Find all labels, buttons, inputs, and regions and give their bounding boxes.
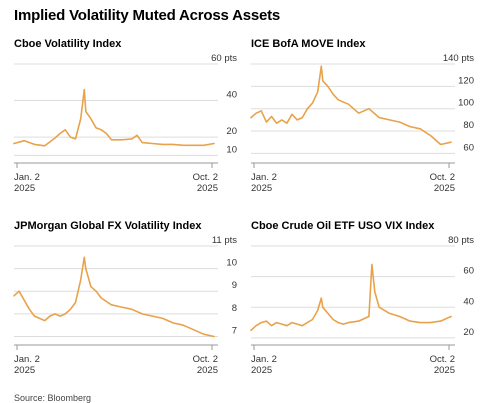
y-tick-label: 9 bbox=[232, 280, 237, 291]
x-tick-label: Jan. 2 bbox=[14, 172, 40, 183]
chart-panel-fx: JPMorgan Global FX Volatility Index 7 8 9 1… bbox=[13, 220, 244, 380]
y-tick-label: 20 bbox=[226, 126, 237, 137]
series-line bbox=[13, 256, 215, 338]
y-tick-label: 80 bbox=[463, 120, 474, 131]
series-line bbox=[250, 65, 452, 146]
series-line bbox=[13, 88, 215, 147]
x-tick-label: 2025 bbox=[251, 183, 272, 194]
y-tick-label: 140 pts bbox=[443, 53, 474, 64]
chart-panel-vix: Cboe Volatility Index 10 20 40 60 pts Jan. 2… bbox=[13, 38, 244, 198]
x-tick-label: 2025 bbox=[434, 365, 455, 376]
chart-title: Cboe Volatility Index bbox=[14, 38, 122, 50]
y-tick-label: 8 bbox=[232, 303, 237, 314]
series-line bbox=[250, 263, 452, 332]
x-tick-label: 2025 bbox=[251, 365, 272, 376]
y-tick-label: 40 bbox=[463, 296, 474, 307]
chart-title: ICE BofA MOVE Index bbox=[251, 38, 366, 50]
y-tick-label: 60 bbox=[463, 266, 474, 277]
x-tick-label: 2025 bbox=[197, 183, 218, 194]
x-tick-label: Jan. 2 bbox=[251, 172, 277, 183]
chart-title: JPMorgan Global FX Volatility Index bbox=[14, 220, 202, 232]
chart-panel-uso: Cboe Crude Oil ETF USO VIX Index 20 40 60 8… bbox=[250, 220, 481, 380]
x-tick-label: 2025 bbox=[434, 183, 455, 194]
x-tick-label: Oct. 2 bbox=[193, 172, 218, 183]
x-tick-label: 2025 bbox=[14, 365, 35, 376]
x-tick-label: Oct. 2 bbox=[193, 354, 218, 365]
y-tick-label: 11 pts bbox=[212, 235, 237, 246]
chart-title: Cboe Crude Oil ETF USO VIX Index bbox=[251, 220, 435, 232]
chart-panel-move: ICE BofA MOVE Index 60 80 100 120 140 pts Jan… bbox=[250, 38, 481, 198]
x-tick-label: Jan. 2 bbox=[251, 354, 277, 365]
y-tick-label: 7 bbox=[232, 325, 237, 336]
y-tick-label: 120 bbox=[458, 75, 474, 86]
x-tick-label: Oct. 2 bbox=[430, 354, 455, 365]
source-note: Source: Bloomberg bbox=[14, 393, 92, 403]
page-title: Implied Volatility Muted Across Assets bbox=[14, 7, 281, 24]
y-tick-label: 10 bbox=[226, 144, 237, 155]
x-tick-label: 2025 bbox=[14, 183, 35, 194]
x-tick-label: 2025 bbox=[197, 365, 218, 376]
y-tick-label: 10 bbox=[226, 258, 237, 269]
y-tick-label: 100 bbox=[458, 98, 474, 109]
x-tick-label: Jan. 2 bbox=[14, 354, 40, 365]
y-tick-label: 20 bbox=[463, 327, 474, 338]
x-tick-label: Oct. 2 bbox=[430, 172, 455, 183]
y-tick-label: 60 bbox=[463, 142, 474, 153]
y-tick-label: 60 pts bbox=[211, 53, 237, 64]
y-tick-label: 40 bbox=[226, 90, 237, 101]
y-tick-label: 80 pts bbox=[448, 235, 474, 246]
